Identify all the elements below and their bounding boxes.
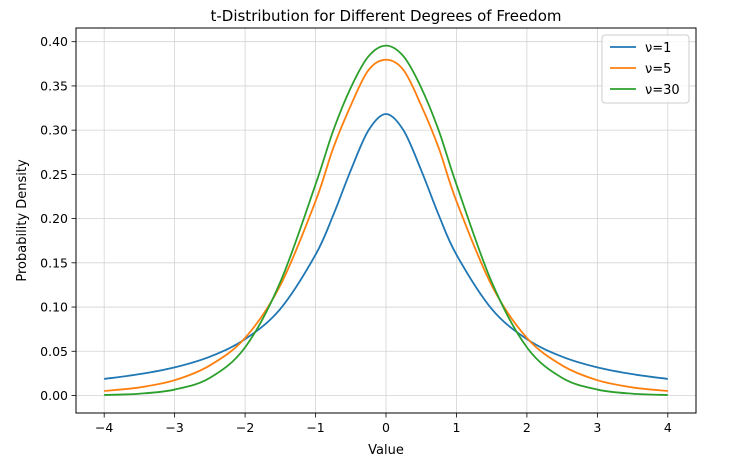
x-tick-label: −3 <box>165 420 183 435</box>
x-tick-label: 4 <box>664 420 672 435</box>
series-line-3 <box>104 44 668 396</box>
y-tick-label: 0.20 <box>40 211 68 226</box>
y-tick-label: 0.40 <box>40 34 68 49</box>
y-tick-label: 0.30 <box>40 123 68 138</box>
y-tick-label: 0.00 <box>40 388 68 403</box>
y-tick-label: 0.25 <box>40 167 68 182</box>
x-tick-label: −2 <box>236 420 254 435</box>
legend-label: ν=1 <box>645 41 671 56</box>
x-tick-label: −4 <box>95 420 113 435</box>
x-tick-label: −1 <box>306 420 324 435</box>
series-line-1 <box>104 113 668 380</box>
x-tick-label: 3 <box>593 420 601 435</box>
y-axis-label: Probability Density <box>15 159 30 282</box>
series-lines <box>104 44 668 396</box>
legend-box <box>601 34 690 104</box>
y-tick-label: 0.35 <box>40 78 68 93</box>
series-line-2 <box>104 58 668 392</box>
y-axis-ticks: 0.00 0.05 0.10 0.15 0.20 0.25 0.30 0.35 0.40 <box>40 34 76 403</box>
y-tick-label: 0.15 <box>40 255 68 270</box>
legend-label: ν=30 <box>645 83 680 98</box>
x-tick-label: 0 <box>382 420 390 435</box>
chart-title: t-Distribution for Different Degrees of … <box>210 7 561 25</box>
y-tick-label: 0.05 <box>40 344 68 359</box>
x-axis-label: Value <box>368 443 404 458</box>
legend: ν=1 ν=5 ν=30 <box>601 34 690 104</box>
x-tick-label: 2 <box>523 420 531 435</box>
y-tick-label: 0.10 <box>40 300 68 315</box>
legend-label: ν=5 <box>645 62 671 77</box>
x-tick-label: 1 <box>452 420 460 435</box>
x-axis-ticks: −4 −3 −2 −1 0 1 2 3 4 <box>95 413 672 435</box>
